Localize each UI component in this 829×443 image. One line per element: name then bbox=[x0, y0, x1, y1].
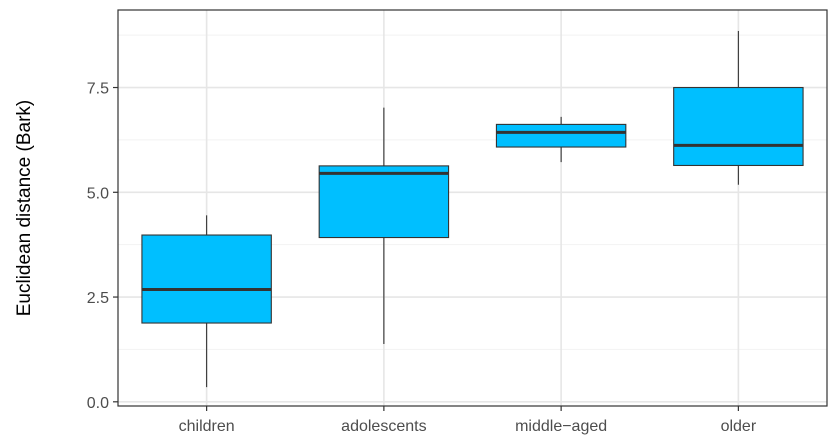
y-tick-label: 0.0 bbox=[87, 395, 109, 412]
plot-panel-border bbox=[117, 9, 828, 407]
y-tick-label: 2.5 bbox=[87, 290, 109, 307]
x-tick-label: middle−aged bbox=[515, 418, 607, 435]
plot-panel-background bbox=[118, 10, 827, 406]
box-group bbox=[318, 107, 450, 344]
x-tick-label: children bbox=[179, 418, 235, 435]
iqr-box bbox=[495, 123, 627, 148]
y-axis-title: Euclidean distance (Bark) bbox=[14, 100, 35, 317]
box-group bbox=[495, 116, 627, 163]
boxes-layer bbox=[141, 30, 804, 388]
x-tick-label: adolescents bbox=[341, 418, 426, 435]
box-group bbox=[141, 215, 272, 388]
y-tick-label: 7.5 bbox=[87, 81, 109, 98]
iqr-box bbox=[141, 234, 272, 324]
iqr-box bbox=[673, 86, 804, 167]
y-tick-label: 5.0 bbox=[87, 185, 109, 202]
box-group bbox=[673, 30, 804, 185]
iqr-box bbox=[318, 165, 450, 239]
x-tick-label: older bbox=[721, 418, 757, 435]
axes-layer: 0.0 2.5 5.0 7.5 children adolescents middle−ag… bbox=[87, 81, 757, 435]
